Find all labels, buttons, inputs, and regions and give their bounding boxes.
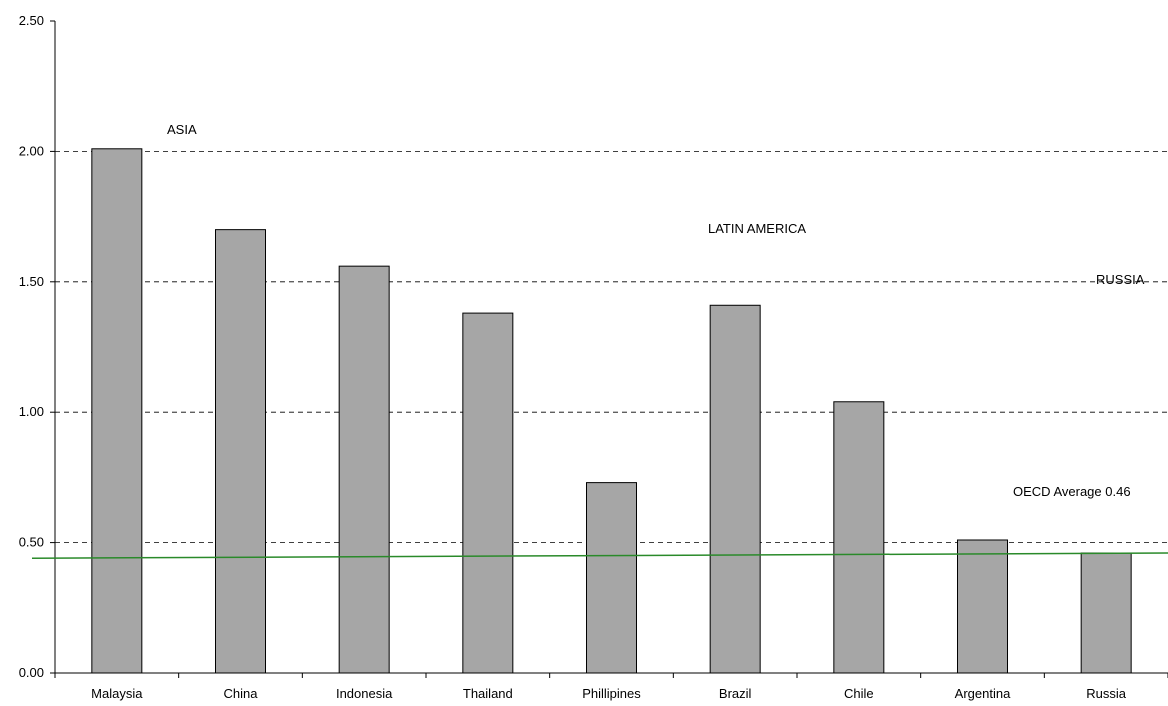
x-tick-label: China — [224, 686, 259, 701]
y-tick-label: 2.00 — [19, 143, 44, 158]
annotation-latin-america: LATIN AMERICA — [708, 221, 806, 236]
x-tick-label: Thailand — [463, 686, 513, 701]
annotation-russia: RUSSIA — [1096, 272, 1145, 287]
y-tick-label: 1.50 — [19, 274, 44, 289]
x-ticks: Malaysia China Indonesia Thailand Phillipine… — [54, 673, 1168, 701]
bars — [91, 148, 1132, 674]
bar-china — [215, 229, 266, 674]
bar-phillipines — [586, 482, 637, 674]
x-tick-label: Russia — [1086, 686, 1127, 701]
y-tick-label: 2.50 — [19, 13, 44, 28]
oecd-average-line — [31, 552, 1168, 559]
axes — [54, 21, 1168, 674]
bar-indonesia — [338, 265, 390, 674]
bar-chile — [833, 401, 885, 674]
bar-malaysia — [91, 148, 143, 674]
y-ticks: 0.00 0.50 1.00 1.50 2.00 2.50 — [19, 13, 55, 680]
x-tick-label: Argentina — [955, 686, 1011, 701]
x-tick-label: Malaysia — [91, 686, 143, 701]
x-tick-label: Phillipines — [582, 686, 641, 701]
y-tick-label: 0.50 — [19, 535, 44, 550]
x-tick-label: Chile — [844, 686, 874, 701]
bar-thailand — [462, 312, 514, 674]
oecd-average-label: OECD Average 0.46 — [1013, 484, 1131, 499]
bar-russia — [1080, 552, 1132, 674]
annotation-asia: ASIA — [167, 122, 197, 137]
y-tick-label: 0.00 — [19, 665, 44, 680]
x-tick-label: Brazil — [719, 686, 752, 701]
bar-argentina — [957, 539, 1008, 674]
bar-brazil — [709, 304, 761, 674]
x-tick-label: Indonesia — [336, 686, 393, 701]
y-tick-label: 1.00 — [19, 404, 44, 419]
